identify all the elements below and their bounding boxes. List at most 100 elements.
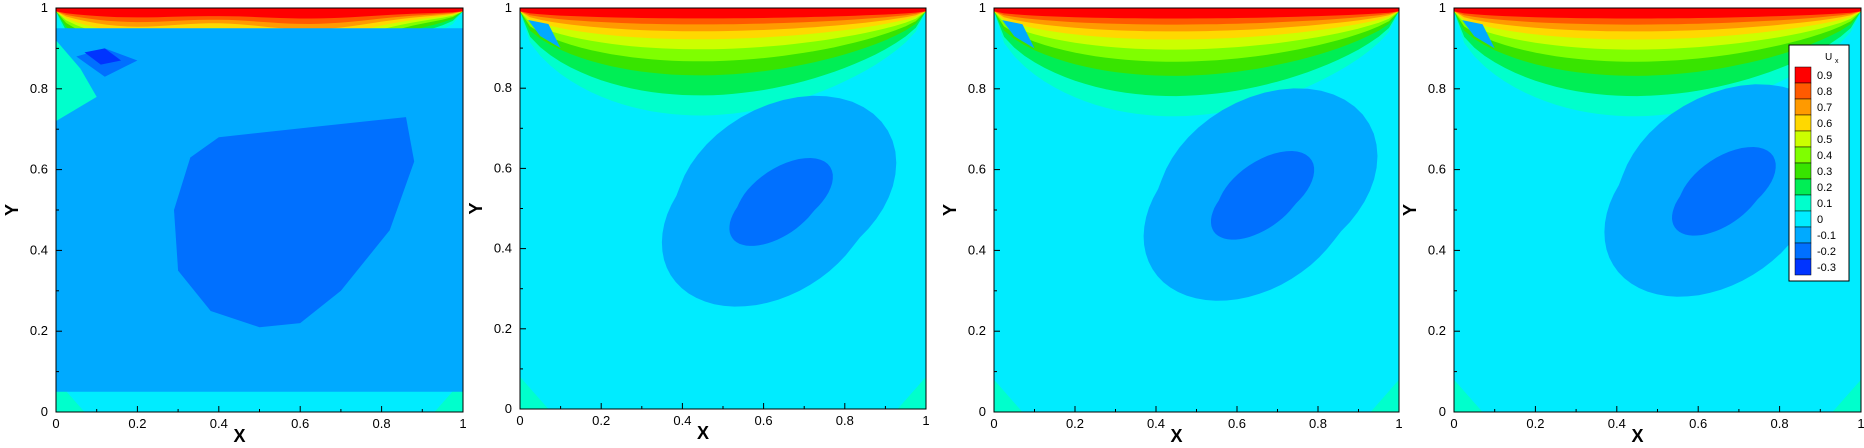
x-tick-label: 0.2 <box>1066 416 1084 431</box>
legend-label: 0.1 <box>1817 198 1832 210</box>
y-tick-label: 1 <box>41 0 48 15</box>
legend-swatch <box>1794 178 1812 196</box>
y-tick-label: 0.8 <box>968 81 986 96</box>
legend-swatch <box>1794 210 1812 228</box>
legend-swatch <box>1794 162 1812 180</box>
corner-eddy-2 <box>897 376 926 409</box>
contour-panel-3: 00 0.2 0.2 0.4 0.4 0.6 0.6 0.8 0.8 1 1 X Y <box>940 0 1403 446</box>
y-tick-label: 0.4 <box>968 242 986 257</box>
x-tick-label: 0.6 <box>1228 416 1246 431</box>
legend-label: 0.7 <box>1817 102 1832 114</box>
y-tick-label: 0.8 <box>1428 81 1446 96</box>
legend-swatch <box>1794 258 1812 276</box>
x-tick-label: 1 <box>922 413 929 428</box>
legend-label: 0.3 <box>1817 166 1832 178</box>
y-tick-label: 1 <box>1439 0 1446 15</box>
y-tick-label: 0.2 <box>1428 323 1446 338</box>
x-axis-label: X <box>1170 426 1182 446</box>
x-tick-label: 1 <box>459 416 466 431</box>
x-tick-label: 0.2 <box>128 416 146 431</box>
upper-eddy <box>528 20 561 49</box>
legend-swatch <box>1794 98 1812 116</box>
y-tick-label: 0 <box>41 404 48 419</box>
legend-swatch <box>1794 114 1812 132</box>
contour-band-0.9 <box>994 8 1399 19</box>
contour-band-0.9 <box>520 8 926 19</box>
x-tick-label: 0.4 <box>1608 416 1626 431</box>
x-tick-label: 1 <box>1857 416 1864 431</box>
y-axis-label: Y <box>1400 204 1420 216</box>
legend-label: -0.1 <box>1817 230 1836 242</box>
y-tick-label: 1 <box>505 0 512 15</box>
x-tick-label: 0.2 <box>592 413 610 428</box>
x-axis-label: X <box>697 423 709 443</box>
x-tick-label: 0 <box>52 416 59 431</box>
corner-eddy-1 <box>994 379 1023 412</box>
contour-field <box>994 8 1399 412</box>
corner-eddy-1 <box>1454 379 1483 412</box>
x-axis-label: X <box>233 426 245 446</box>
contour-panel-2: 00 0.2 0.2 0.4 0.4 0.6 0.6 0.8 0.8 1 1 X Y <box>466 0 930 443</box>
y-tick-label: 0.6 <box>1428 162 1446 177</box>
legend-swatch <box>1794 194 1812 212</box>
upper-eddy <box>1462 20 1495 49</box>
contour-region-2 <box>174 117 415 328</box>
legend-swatch <box>1794 82 1812 100</box>
x-tick-label: 0.2 <box>1526 416 1544 431</box>
vortex-band--0.2 <box>729 158 833 246</box>
y-tick-label: 0.4 <box>30 242 48 257</box>
corner-eddy-1 <box>520 376 549 409</box>
legend-label: 0.4 <box>1817 150 1832 162</box>
side-patch-right <box>418 80 431 122</box>
x-tick-label: 0.6 <box>291 416 309 431</box>
y-axis-label: Y <box>940 204 960 216</box>
legend-title: U x <box>1825 52 1839 65</box>
y-tick-label: 0 <box>505 401 512 416</box>
y-tick-label: 0 <box>1439 404 1446 419</box>
legend-label: -0.2 <box>1817 246 1836 258</box>
y-axis-label: Y <box>2 204 22 216</box>
legend-label: 0.8 <box>1817 86 1832 98</box>
contour-field <box>56 8 463 412</box>
vortex-band--0.2 <box>1672 147 1776 236</box>
legend-items: 0.9 0.8 0.7 0.6 0.5 0.4 0.3 0.2 0.1 0 -0.1 -0.2 -0.3 <box>1794 66 1836 276</box>
contour-band-0.9 <box>56 8 463 19</box>
legend-title-subscript: x <box>1835 58 1839 65</box>
y-tick-label: 0.4 <box>1428 242 1446 257</box>
upper-eddy <box>1002 20 1035 49</box>
color-legend: U x 0.9 0.8 0.7 0.6 0.5 0.4 0.3 0.2 0.1 0 -0.1 -0.2… <box>1788 44 1850 282</box>
x-tick-label: 0.8 <box>836 413 854 428</box>
legend-title-text: U <box>1825 52 1832 63</box>
x-tick-label: 0.8 <box>373 416 391 431</box>
y-tick-label: 0.8 <box>30 81 48 96</box>
legend-swatch <box>1794 226 1812 244</box>
y-tick-label: 0.4 <box>494 241 512 256</box>
y-tick-label: 1 <box>979 0 986 15</box>
corner-eddy-2 <box>1832 379 1861 412</box>
x-tick-label: 0.6 <box>1689 416 1707 431</box>
legend-swatch <box>1794 66 1812 84</box>
legend-swatch <box>1794 242 1812 260</box>
x-tick-label: 0.4 <box>673 413 691 428</box>
contour-field <box>520 8 926 409</box>
legend-swatch <box>1794 130 1812 148</box>
y-tick-label: 0.6 <box>494 160 512 175</box>
y-tick-label: 0.6 <box>30 162 48 177</box>
y-tick-label: 0.2 <box>968 323 986 338</box>
x-tick-label: 0 <box>990 416 997 431</box>
legend-swatch <box>1794 146 1812 164</box>
y-tick-label: 0.6 <box>968 162 986 177</box>
legend-label: 0 <box>1817 214 1823 226</box>
corner-eddy-2 <box>1370 379 1399 412</box>
x-tick-label: 0.4 <box>210 416 228 431</box>
x-tick-label: 0.4 <box>1147 416 1165 431</box>
y-tick-label: 0.2 <box>30 323 48 338</box>
y-tick-label: 0.2 <box>494 321 512 336</box>
contour-region-4 <box>84 48 122 65</box>
y-tick-label: 0.8 <box>494 80 512 95</box>
x-tick-label: 0.8 <box>1309 416 1327 431</box>
vortex-band--0.2 <box>1211 151 1315 240</box>
x-axis-label: X <box>1631 426 1643 446</box>
